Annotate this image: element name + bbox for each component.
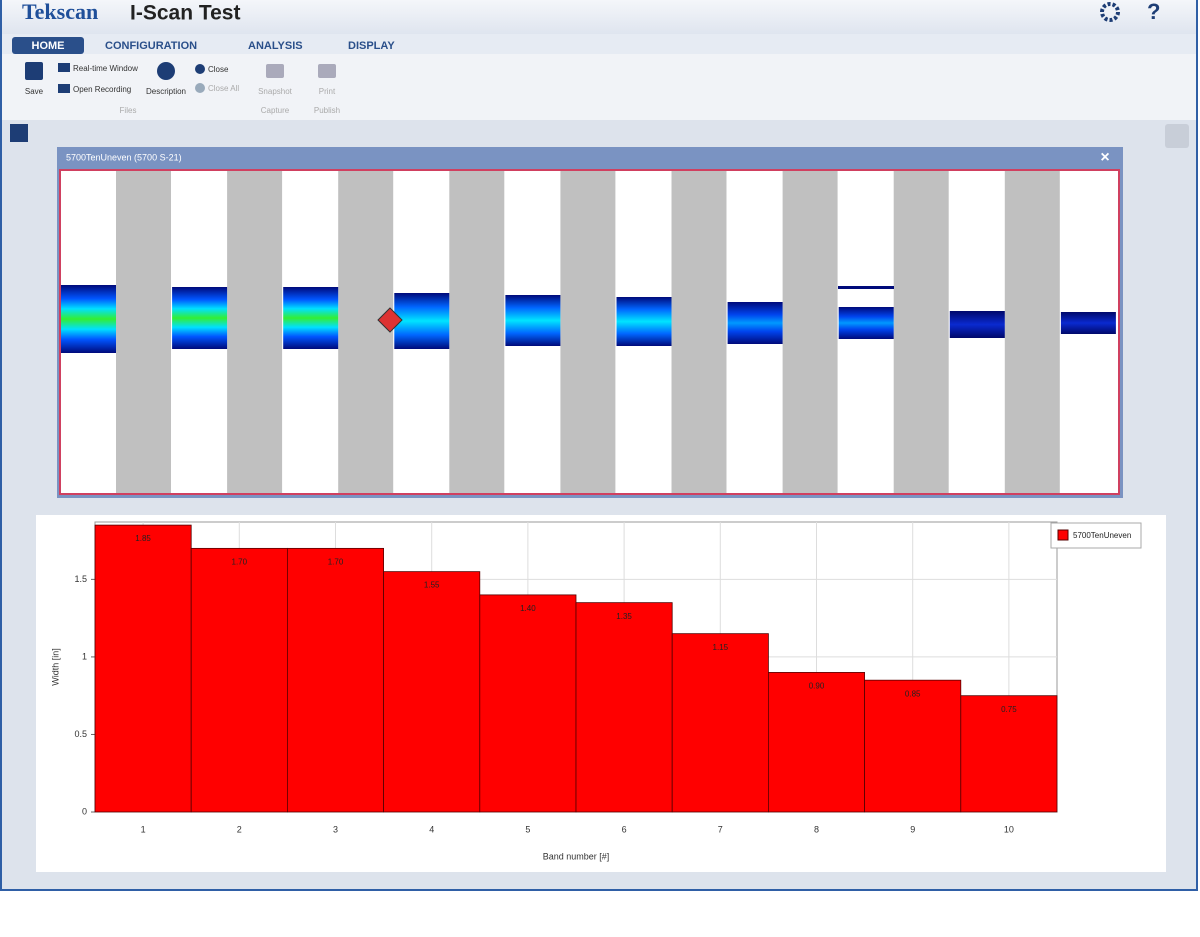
sensor-gap (227, 171, 283, 493)
ribbon-label[interactable]: Close All (208, 84, 239, 93)
panel-toggle[interactable] (10, 124, 28, 142)
pressure-band (1060, 312, 1116, 334)
value-label: 1.35 (616, 612, 632, 621)
pressure-band (61, 285, 116, 353)
group-label: Files (120, 106, 137, 115)
value-label: 0.75 (1001, 705, 1017, 714)
pressure-band (949, 311, 1005, 338)
close-icon[interactable] (195, 64, 205, 74)
sensor-gap (782, 171, 838, 493)
bar (286, 547, 384, 813)
tab[interactable]: DISPLAY (348, 40, 395, 52)
sensor-gap (449, 171, 505, 493)
x-tick-label: 9 (910, 824, 915, 834)
bar (94, 524, 192, 813)
description-icon[interactable] (157, 62, 175, 80)
x-tick-label: 6 (622, 824, 627, 834)
sensor-gap (1004, 171, 1060, 493)
sensor-gap (116, 171, 171, 493)
brand: Tekscan (22, 0, 98, 24)
value-label: 1.70 (328, 557, 344, 566)
value-label: 0.85 (905, 689, 921, 698)
value-label: 1.70 (232, 557, 248, 566)
group-label: Capture (261, 106, 290, 115)
y-tick-label: 1.5 (74, 574, 87, 584)
legend-label: 5700TenUneven (1073, 531, 1131, 540)
bar (383, 571, 481, 813)
pressure-band (505, 295, 561, 346)
sensor-gap (893, 171, 949, 493)
tab[interactable]: ANALYSIS (248, 40, 303, 52)
x-tick-label: 2 (237, 824, 242, 834)
bar (864, 679, 962, 813)
ribbon-label[interactable]: Real-time Window (73, 64, 138, 73)
app-title: I-Scan Test (130, 2, 240, 25)
y-tick-label: 1 (82, 651, 87, 661)
x-tick-label: 7 (718, 824, 723, 834)
x-tick-label: 5 (525, 824, 530, 834)
pressure-band (394, 293, 450, 349)
tab[interactable]: CONFIGURATION (105, 40, 197, 52)
ribbon-label[interactable]: Save (25, 87, 44, 96)
x-tick-label: 3 (333, 824, 338, 834)
ribbon-label[interactable]: Open Recording (73, 85, 131, 94)
ribbon-label[interactable]: Print (319, 87, 336, 96)
active-tab[interactable] (12, 37, 84, 54)
settings-icon[interactable] (1100, 2, 1120, 22)
group-label: Publish (314, 106, 340, 115)
bar (768, 672, 866, 813)
open-icon[interactable] (58, 84, 70, 93)
close-all-icon[interactable] (195, 83, 205, 93)
ribbon-label[interactable]: Close (208, 65, 229, 74)
save-icon[interactable] (25, 62, 43, 80)
center-marker (377, 307, 403, 333)
sensor-stripes (61, 171, 1116, 493)
x-tick-label: 8 (814, 824, 819, 834)
sensor-gap (338, 171, 394, 493)
value-label: 1.15 (713, 643, 729, 652)
snapshot-icon[interactable] (266, 64, 284, 78)
chart: 0 0.5 1 1.5 1 2 3 4 5 6 7 8 9 10 1.85 1.70 1.70 1.55 1.40 1… (50, 521, 1142, 861)
bar (190, 547, 288, 813)
x-tick-label: 10 (1004, 824, 1014, 834)
value-label: 0.90 (809, 682, 825, 691)
window-title: 5700TenUneven (5700 S-21) (66, 152, 182, 162)
bar (575, 602, 673, 813)
pressure-band (616, 297, 672, 346)
y-tick-label: 0 (82, 806, 87, 816)
bar (960, 695, 1058, 813)
pressure-band (172, 287, 228, 349)
value-label: 1.40 (520, 604, 536, 613)
title-bar (2, 0, 1196, 34)
pressure-band (283, 287, 339, 349)
realtime-icon[interactable] (58, 63, 70, 72)
value-label: 1.85 (135, 534, 151, 543)
x-tick-label: 4 (429, 824, 434, 834)
pressure-band (727, 302, 783, 344)
ribbon-label[interactable]: Description (146, 87, 186, 96)
x-tick-label: 1 (141, 824, 146, 834)
tab-row (2, 34, 1196, 54)
ribbon-label[interactable]: Snapshot (258, 87, 293, 96)
x-axis-label: Band number [#] (543, 851, 610, 861)
close-button[interactable]: × (1100, 149, 1109, 166)
bar (671, 633, 769, 813)
value-label: 1.55 (424, 581, 440, 590)
sensor-gap (671, 171, 727, 493)
y-tick-label: 0.5 (74, 729, 87, 739)
y-axis-label: Width [in] (50, 648, 60, 686)
legend-swatch (1057, 529, 1069, 541)
help-icon[interactable]: ? (1147, 0, 1160, 24)
sensor-gap (560, 171, 616, 493)
bar (479, 594, 577, 813)
tab[interactable]: HOME (32, 40, 65, 52)
pressure-band (838, 307, 894, 339)
pressure-band (838, 286, 894, 289)
info-button[interactable] (1165, 124, 1189, 148)
print-icon[interactable] (318, 64, 336, 78)
